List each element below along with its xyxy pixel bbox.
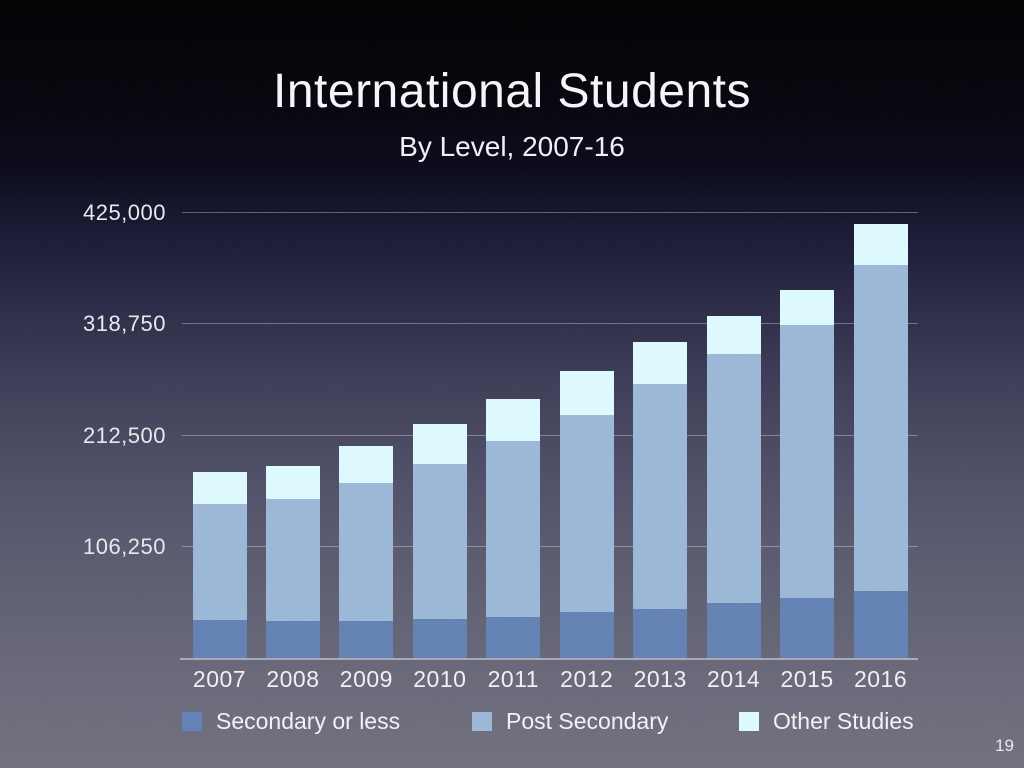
legend-item-post-secondary: Post Secondary (472, 706, 668, 736)
legend-swatch-icon (472, 711, 492, 731)
bar-segment-2010-post-secondary (412, 463, 467, 620)
bar-segment-2008-secondary-or-less (265, 620, 320, 658)
y-tick-label: 425,000 (82, 200, 166, 225)
y-tick-label: 212,500 (82, 422, 166, 448)
bar-2010 (412, 213, 467, 658)
bar-segment-2015-post-secondary (780, 325, 835, 599)
bar-2009 (339, 213, 394, 658)
page-number: 19 (995, 736, 1014, 755)
legend-label: Post Secondary (506, 707, 669, 734)
bar-2008 (265, 213, 320, 658)
y-axis: 106,250 212,500 318,750 425,000 (0, 200, 166, 658)
x-tick-label: 2016 (853, 666, 908, 692)
x-axis: 2007 2008 2009 2010 2011 2012 2013 2014 2015 2016 (180, 666, 918, 698)
chart-legend: Secondary or less Post Secondary Other Stu… (0, 706, 1024, 736)
bar-segment-2010-other-studies (412, 424, 467, 464)
bar-segment-2014-post-secondary (706, 353, 761, 604)
bar-segment-2007-secondary-or-less (192, 620, 247, 658)
x-tick-label: 2009 (339, 666, 393, 692)
legend-label: Other Studies (773, 707, 914, 734)
bar-segment-2009-post-secondary (339, 482, 394, 621)
bar-segment-2013-post-secondary (633, 383, 688, 609)
legend-swatch-icon (739, 711, 759, 731)
bar-segment-2014-other-studies (706, 316, 761, 354)
x-tick-label: 2007 (192, 666, 247, 692)
bar-2007 (192, 213, 247, 658)
stacked-bar-plot-area (180, 212, 918, 660)
bar-segment-2015-secondary-or-less (780, 598, 835, 658)
bar-2011 (486, 213, 541, 658)
bar-2015 (780, 213, 835, 658)
legend-item-other-studies: Other Studies (739, 706, 914, 736)
bar-segment-2016-secondary-or-less (853, 591, 908, 658)
bar-segment-2011-post-secondary (486, 440, 541, 617)
bar-segment-2011-secondary-or-less (486, 616, 541, 658)
bar-2012 (559, 213, 614, 658)
bar-segment-2016-post-secondary (853, 265, 908, 591)
bar-segment-2007-other-studies (192, 471, 247, 505)
slide-subtitle: By Level, 2007-16 (399, 131, 625, 162)
legend-swatch-icon (182, 711, 202, 731)
x-tick-label: 2015 (780, 666, 834, 692)
legend-item-secondary-or-less: Secondary or less (182, 706, 400, 736)
bar-segment-2014-secondary-or-less (706, 603, 761, 658)
bar-segment-2008-post-secondary (265, 499, 320, 621)
y-tick-label: 106,250 (82, 533, 166, 559)
bar-segment-2009-other-studies (339, 446, 394, 483)
y-tick-label: 318,750 (82, 311, 166, 337)
bar-segment-2013-other-studies (633, 342, 688, 384)
x-tick-label: 2008 (266, 666, 320, 692)
x-tick-label: 2013 (633, 666, 687, 692)
bar-segment-2008-other-studies (265, 465, 320, 500)
bar-segment-2016-other-studies (853, 224, 908, 266)
slide-title: International Students (273, 65, 751, 118)
x-tick-label: 2014 (707, 666, 761, 692)
bar-2014 (706, 213, 761, 658)
bar-2016 (853, 213, 908, 658)
bar-2013 (633, 213, 688, 658)
bar-segment-2015-other-studies (780, 289, 835, 326)
bar-segment-2012-secondary-or-less (559, 612, 614, 658)
bar-segment-2010-secondary-or-less (412, 619, 467, 658)
bar-segment-2009-secondary-or-less (339, 620, 394, 658)
bar-segment-2012-other-studies (559, 371, 614, 415)
bar-segment-2012-post-secondary (559, 414, 614, 613)
bar-segment-2007-post-secondary (192, 504, 247, 621)
x-tick-label: 2011 (487, 666, 540, 692)
bar-segment-2011-other-studies (486, 398, 541, 441)
bar-segment-2013-secondary-or-less (633, 608, 688, 658)
x-tick-label: 2010 (413, 666, 467, 692)
legend-label: Secondary or less (216, 707, 401, 734)
x-tick-label: 2012 (560, 666, 614, 692)
